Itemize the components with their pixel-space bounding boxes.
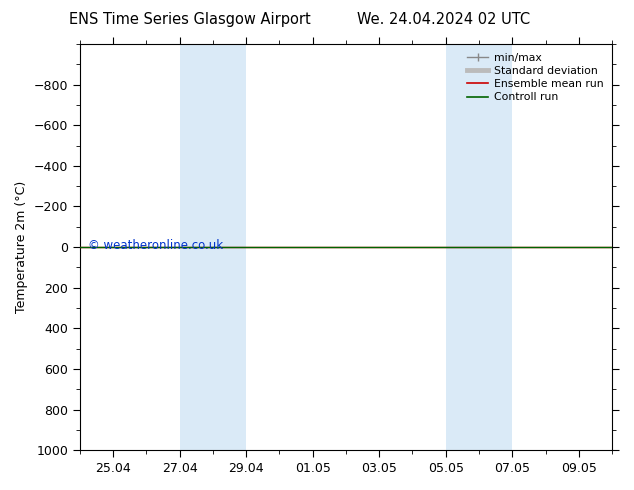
Bar xyxy=(446,44,512,450)
Text: ENS Time Series Glasgow Airport: ENS Time Series Glasgow Airport xyxy=(69,12,311,27)
Legend: min/max, Standard deviation, Ensemble mean run, Controll run: min/max, Standard deviation, Ensemble me… xyxy=(463,49,607,106)
Bar xyxy=(179,44,246,450)
Y-axis label: Temperature 2m (°C): Temperature 2m (°C) xyxy=(15,181,28,313)
Text: © weatheronline.co.uk: © weatheronline.co.uk xyxy=(88,239,223,251)
Text: We. 24.04.2024 02 UTC: We. 24.04.2024 02 UTC xyxy=(357,12,531,27)
